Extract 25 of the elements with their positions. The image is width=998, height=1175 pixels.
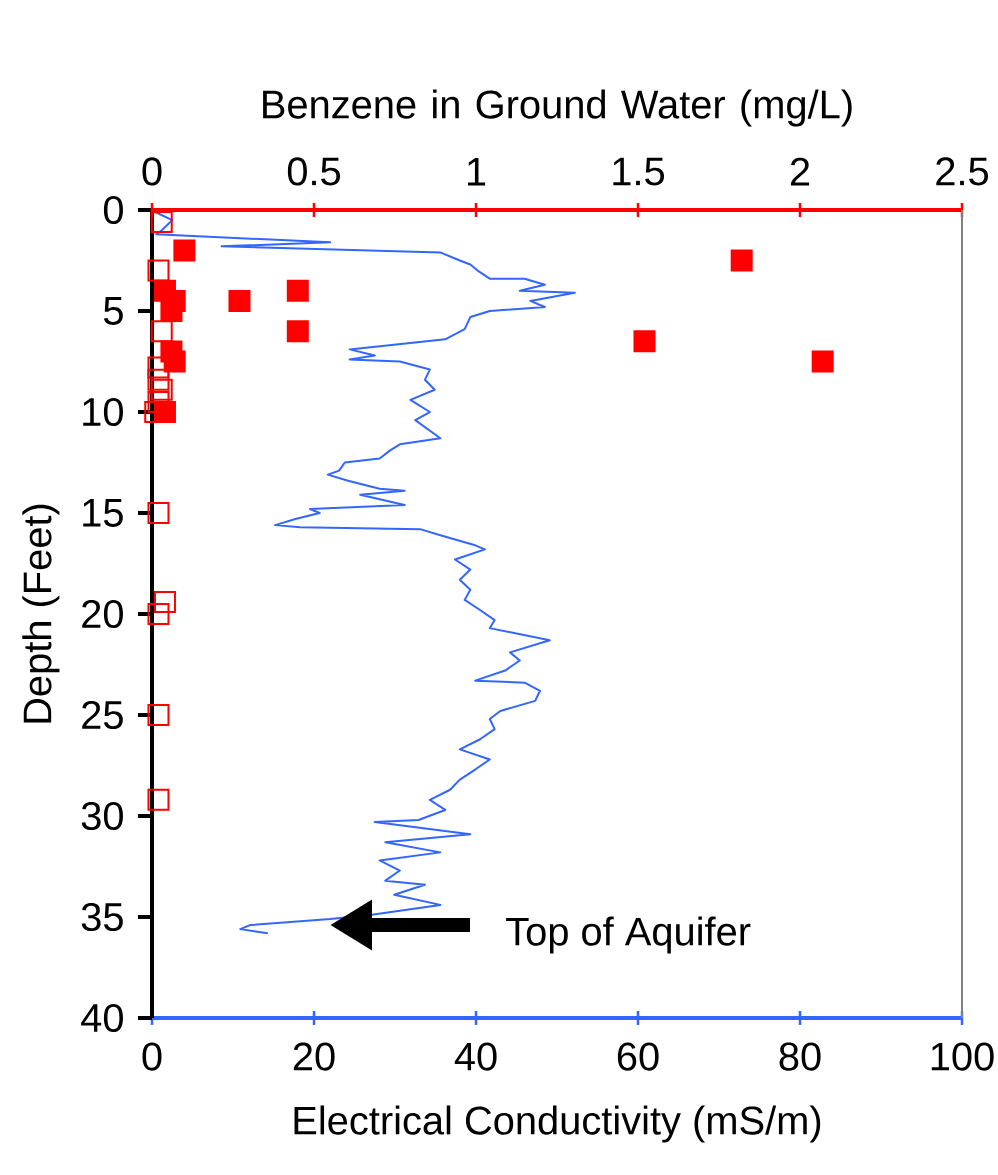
y-tick-label: 40 [81,1003,123,1033]
y-tick-label: 5 [103,297,123,325]
x-tick-label: 0 [142,1042,162,1071]
x2-tick-label: 2.5 [936,157,989,186]
x-tick-label: 60 [617,1042,659,1071]
y-tick-label: 15 [83,499,123,527]
x2-tick-label: 0.5 [287,157,341,186]
x-axis-title: Electrical Conductivity (mS/m) [294,1105,821,1143]
annotation: Top of Aquifer [506,916,751,954]
y-tick-label: 0 [103,195,123,225]
x-tick-label: 100 [931,1042,994,1071]
x2-tick-label: 2 [790,157,810,186]
x2-tick-label: 1 [467,158,486,186]
x2-tick-label: 1.5 [613,157,665,186]
y-tick-label: 25 [82,700,123,730]
y-axis-title: Depth (Feet) [22,504,60,723]
y-tick-label: 30 [81,801,123,831]
x-tick-label: 80 [779,1042,821,1071]
y-tick-label: 20 [82,599,123,629]
y-tick-label: 35 [81,902,123,932]
y-tick-label: 10 [83,397,123,427]
x-tick-label: 20 [293,1042,335,1071]
x2-axis-title: Benzene in Ground Water (mg/L) [263,89,852,127]
x2-tick-label: 0 [142,157,162,186]
x-tick-label: 40 [454,1042,497,1071]
